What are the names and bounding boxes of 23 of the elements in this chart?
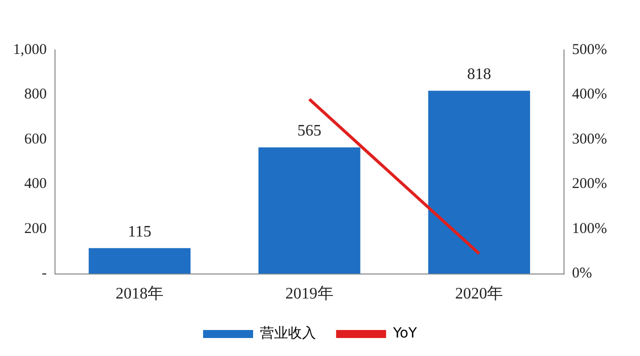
y-tick-label: 200 <box>24 220 47 237</box>
legend-label: YoY <box>392 326 418 342</box>
y-tick-label: 1,000 <box>13 42 47 58</box>
data-label: 115 <box>128 223 152 240</box>
y2-tick-label: 0% <box>572 266 592 282</box>
legend-label: 营业收入 <box>260 326 316 342</box>
bar <box>258 147 360 274</box>
x-tick-label: 2020年 <box>455 286 504 303</box>
y-tick-label: - <box>42 266 47 282</box>
bar <box>88 248 191 274</box>
y2-tick-label: 200% <box>572 176 608 192</box>
x-tick-label: 2019年 <box>285 286 334 303</box>
y2-tick-label: 300% <box>572 131 608 148</box>
y-tick-label: 600 <box>24 131 47 148</box>
x-tick-label: 2018年 <box>116 286 164 303</box>
y2-tick-label: 400% <box>572 86 608 103</box>
y2-tick-label: 100% <box>572 220 608 237</box>
data-label: 565 <box>297 122 322 140</box>
y2-tick-label: 500% <box>572 42 608 58</box>
bar <box>428 90 530 274</box>
y-tick-label: 400 <box>24 176 47 192</box>
data-label: 818 <box>467 66 492 83</box>
y-tick-label: 800 <box>24 86 47 103</box>
